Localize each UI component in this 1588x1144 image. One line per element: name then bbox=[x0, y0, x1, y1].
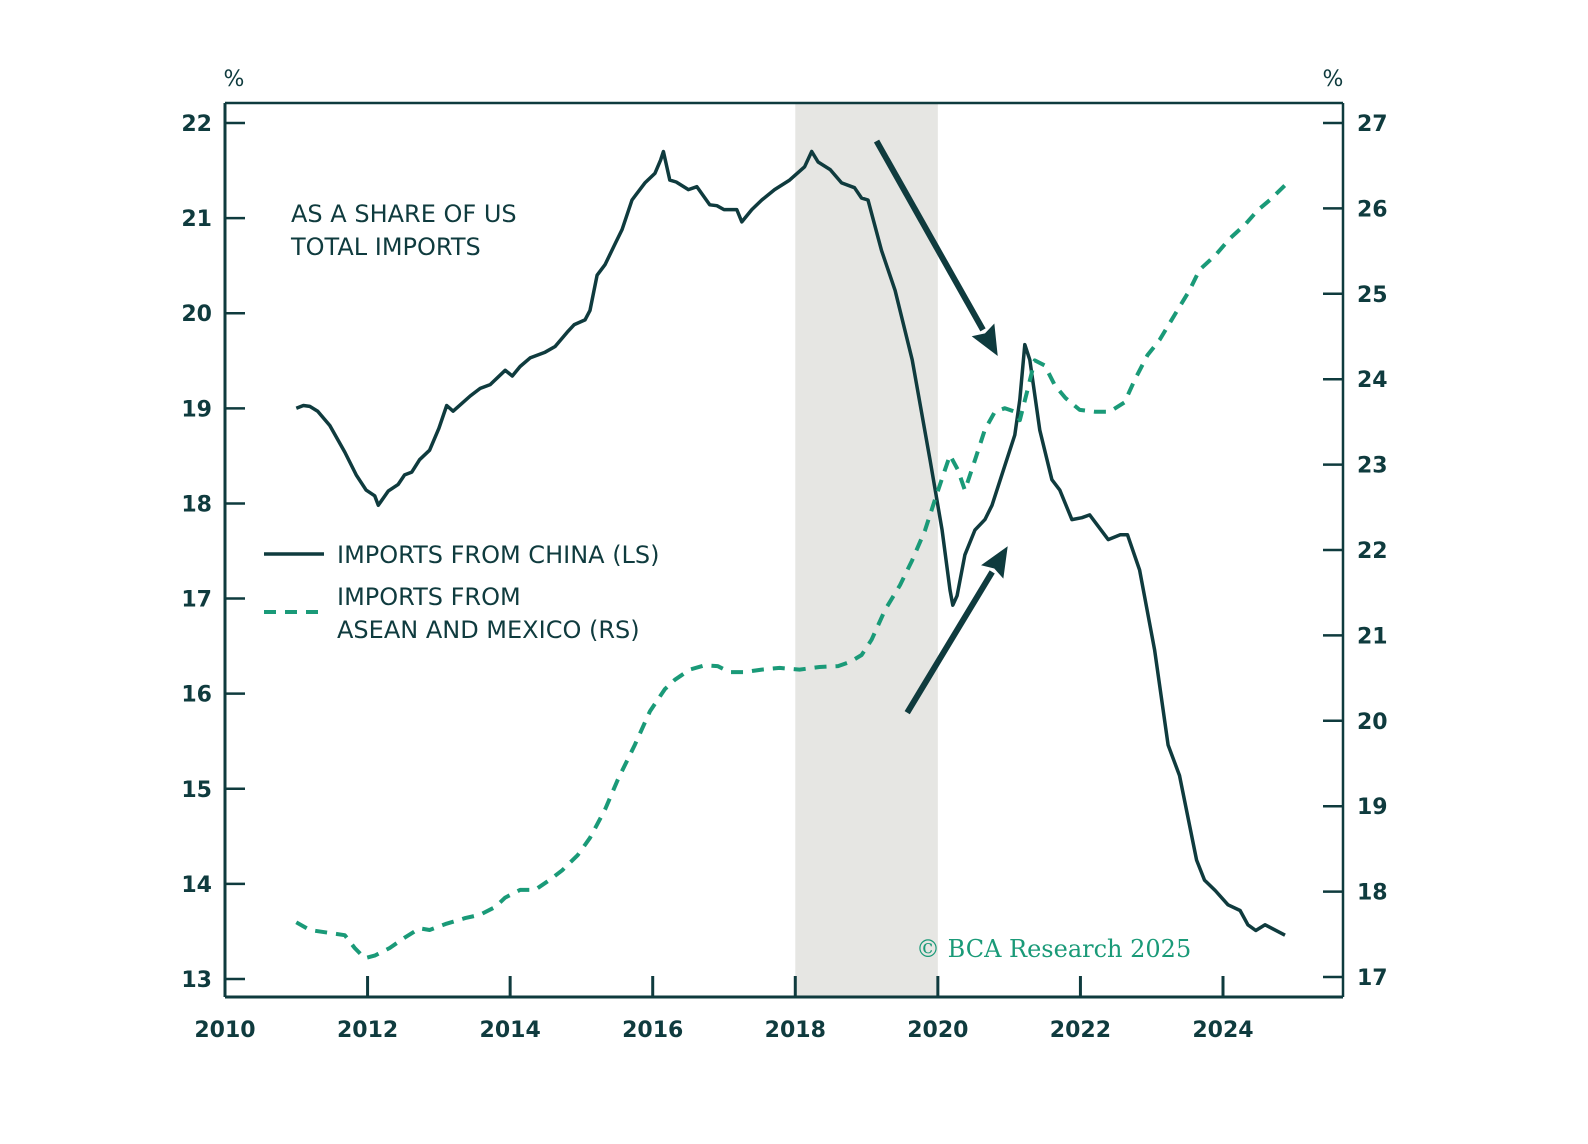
x-tick-label: 2014 bbox=[480, 1018, 541, 1043]
shaded-region-layer bbox=[795, 103, 938, 997]
y-right-tick-label: 26 bbox=[1357, 197, 1388, 222]
up-arrow-head bbox=[981, 546, 1008, 579]
axis-layer: 13 14 15 16 17 18 19 20 21 22 17 18 19 20 21 22 23 24 25 26… bbox=[181, 101, 1388, 1043]
x-tick-label: 2020 bbox=[907, 1018, 968, 1043]
y-right-tick-label: 21 bbox=[1357, 624, 1388, 649]
y-left-tick-label: 14 bbox=[181, 873, 212, 898]
arrow-layer bbox=[873, 139, 1008, 715]
y-right-tick-label: 25 bbox=[1357, 283, 1388, 308]
right-axis-unit-label: % bbox=[1323, 67, 1344, 92]
up-arrow-shaft bbox=[904, 570, 995, 715]
y-right-tick-label: 23 bbox=[1357, 454, 1388, 479]
shaded-region bbox=[795, 103, 938, 997]
legend-label-asean-line-2: ASEAN AND MEXICO (RS) bbox=[337, 616, 640, 644]
y-left-tick-label: 20 bbox=[181, 302, 212, 327]
down-arrow-head bbox=[971, 323, 998, 357]
annotation-line-1: AS A SHARE OF US bbox=[291, 200, 517, 228]
legend: IMPORTS FROM CHINA (LS) IMPORTS FROM ASE… bbox=[264, 541, 660, 644]
watermark: © BCA Research 2025 bbox=[916, 935, 1191, 963]
x-tick-label: 2022 bbox=[1050, 1018, 1111, 1043]
down-arrow-shaft bbox=[873, 139, 986, 332]
y-left-tick-label: 18 bbox=[181, 492, 212, 517]
y-left-tick-label: 13 bbox=[181, 968, 212, 993]
legend-label-china: IMPORTS FROM CHINA (LS) bbox=[337, 541, 660, 569]
legend-label-asean-line-1: IMPORTS FROM bbox=[337, 583, 521, 611]
x-tick-label: 2018 bbox=[765, 1018, 826, 1043]
x-tick-label: 2024 bbox=[1192, 1018, 1253, 1043]
series-line-china bbox=[295, 149, 1286, 937]
y-right-tick-label: 18 bbox=[1357, 881, 1388, 906]
y-left-tick-label: 22 bbox=[181, 112, 212, 137]
series-layer bbox=[295, 149, 1287, 961]
series-line-asean-mexico bbox=[295, 183, 1287, 961]
y-right-tick-label: 24 bbox=[1357, 368, 1388, 393]
x-tick-label: 2016 bbox=[622, 1018, 683, 1043]
y-right-tick-label: 20 bbox=[1357, 710, 1388, 735]
y-right-tick-label: 17 bbox=[1357, 966, 1388, 991]
y-left-tick-label: 17 bbox=[181, 588, 212, 613]
y-left-tick-label: 19 bbox=[181, 397, 212, 422]
y-left-tick-label: 16 bbox=[181, 683, 212, 708]
y-left-tick-label: 21 bbox=[181, 207, 212, 232]
left-axis-unit-label: % bbox=[224, 67, 245, 92]
y-right-tick-label: 27 bbox=[1357, 112, 1388, 137]
annotation-line-2: TOTAL IMPORTS bbox=[290, 233, 481, 261]
x-tick-label: 2010 bbox=[194, 1018, 255, 1043]
y-left-tick-label: 15 bbox=[181, 778, 212, 803]
x-tick-label: 2012 bbox=[337, 1018, 398, 1043]
y-right-tick-label: 22 bbox=[1357, 539, 1388, 564]
y-right-tick-label: 19 bbox=[1357, 795, 1388, 820]
